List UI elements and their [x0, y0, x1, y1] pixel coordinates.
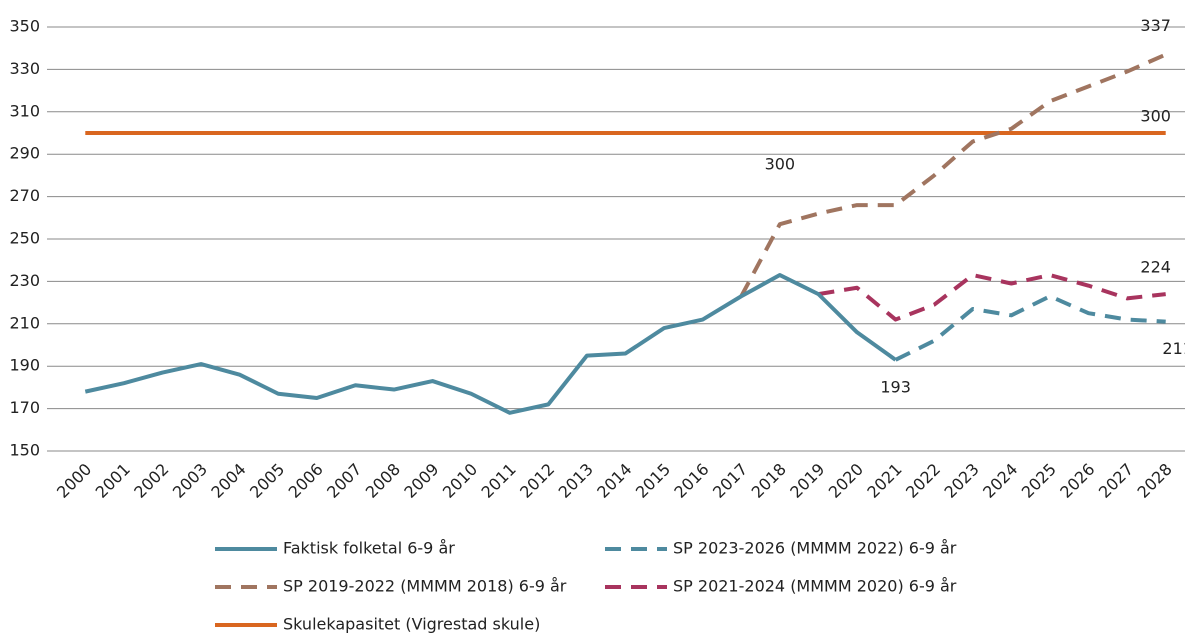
legend-label: SP 2023-2026 (MMMM 2022) 6-9 år [673, 539, 957, 558]
legend-label: Faktisk folketal 6-9 år [283, 539, 455, 558]
y-tick-label: 170 [9, 398, 40, 417]
x-tick-label: 2018 [748, 460, 790, 502]
x-tick-label: 2028 [1133, 460, 1175, 502]
x-tick-label: 2002 [130, 460, 172, 502]
x-tick-label: 2017 [709, 460, 751, 502]
y-tick-label: 310 [9, 101, 40, 120]
data-label: 300 [1140, 107, 1171, 126]
x-tick-label: 2016 [670, 460, 712, 502]
x-tick-label: 2027 [1095, 460, 1137, 502]
x-tick-label: 2026 [1056, 460, 1098, 502]
x-tick-label: 2004 [207, 460, 249, 502]
x-tick-label: 2005 [246, 460, 288, 502]
x-tick-label: 2014 [593, 460, 635, 502]
series-line [84, 273, 897, 415]
x-tick-label: 2008 [362, 460, 404, 502]
y-tick-label: 230 [9, 271, 40, 290]
x-tick-label: 2021 [863, 460, 905, 502]
data-label: 193 [880, 377, 911, 396]
x-tick-label: 2023 [941, 460, 983, 502]
y-tick-label: 270 [9, 186, 40, 205]
series-line [894, 294, 1166, 362]
y-tick-label: 190 [9, 356, 40, 375]
x-tick-label: 2012 [516, 460, 558, 502]
x-tick-label: 2010 [439, 460, 481, 502]
data-label: 300 [765, 155, 796, 174]
x-tick-label: 2006 [285, 460, 327, 502]
x-tick-label: 2011 [478, 460, 520, 502]
y-tick-label: 210 [9, 313, 40, 332]
y-tick-label: 350 [9, 17, 40, 36]
data-label: 224 [1140, 258, 1171, 277]
legend-label: SP 2021-2024 (MMMM 2020) 6-9 år [673, 577, 957, 596]
x-tick-label: 2003 [169, 460, 211, 502]
series-line [818, 273, 1166, 322]
x-tick-label: 2007 [323, 460, 365, 502]
y-tick-label: 330 [9, 59, 40, 78]
y-tick-label: 250 [9, 229, 40, 248]
data-label: 211 [1162, 339, 1185, 358]
legend-label: Skulekapasitet (Vigrestad skule) [283, 615, 540, 634]
x-tick-label: 2015 [632, 460, 674, 502]
data-label: 337 [1140, 16, 1171, 35]
x-tick-label: 2000 [53, 460, 95, 502]
series-line [739, 52, 1167, 298]
legend-label: SP 2019-2022 (MMMM 2018) 6-9 år [283, 577, 567, 596]
x-tick-label: 2020 [825, 460, 867, 502]
x-tick-label: 2019 [786, 460, 828, 502]
x-tick-label: 2025 [1018, 460, 1060, 502]
x-tick-label: 2009 [400, 460, 442, 502]
x-tick-label: 2022 [902, 460, 944, 502]
y-tick-label: 290 [9, 144, 40, 163]
x-tick-label: 2024 [979, 460, 1021, 502]
x-tick-label: 2001 [92, 460, 134, 502]
y-tick-label: 150 [9, 441, 40, 460]
x-tick-label: 2013 [555, 460, 597, 502]
